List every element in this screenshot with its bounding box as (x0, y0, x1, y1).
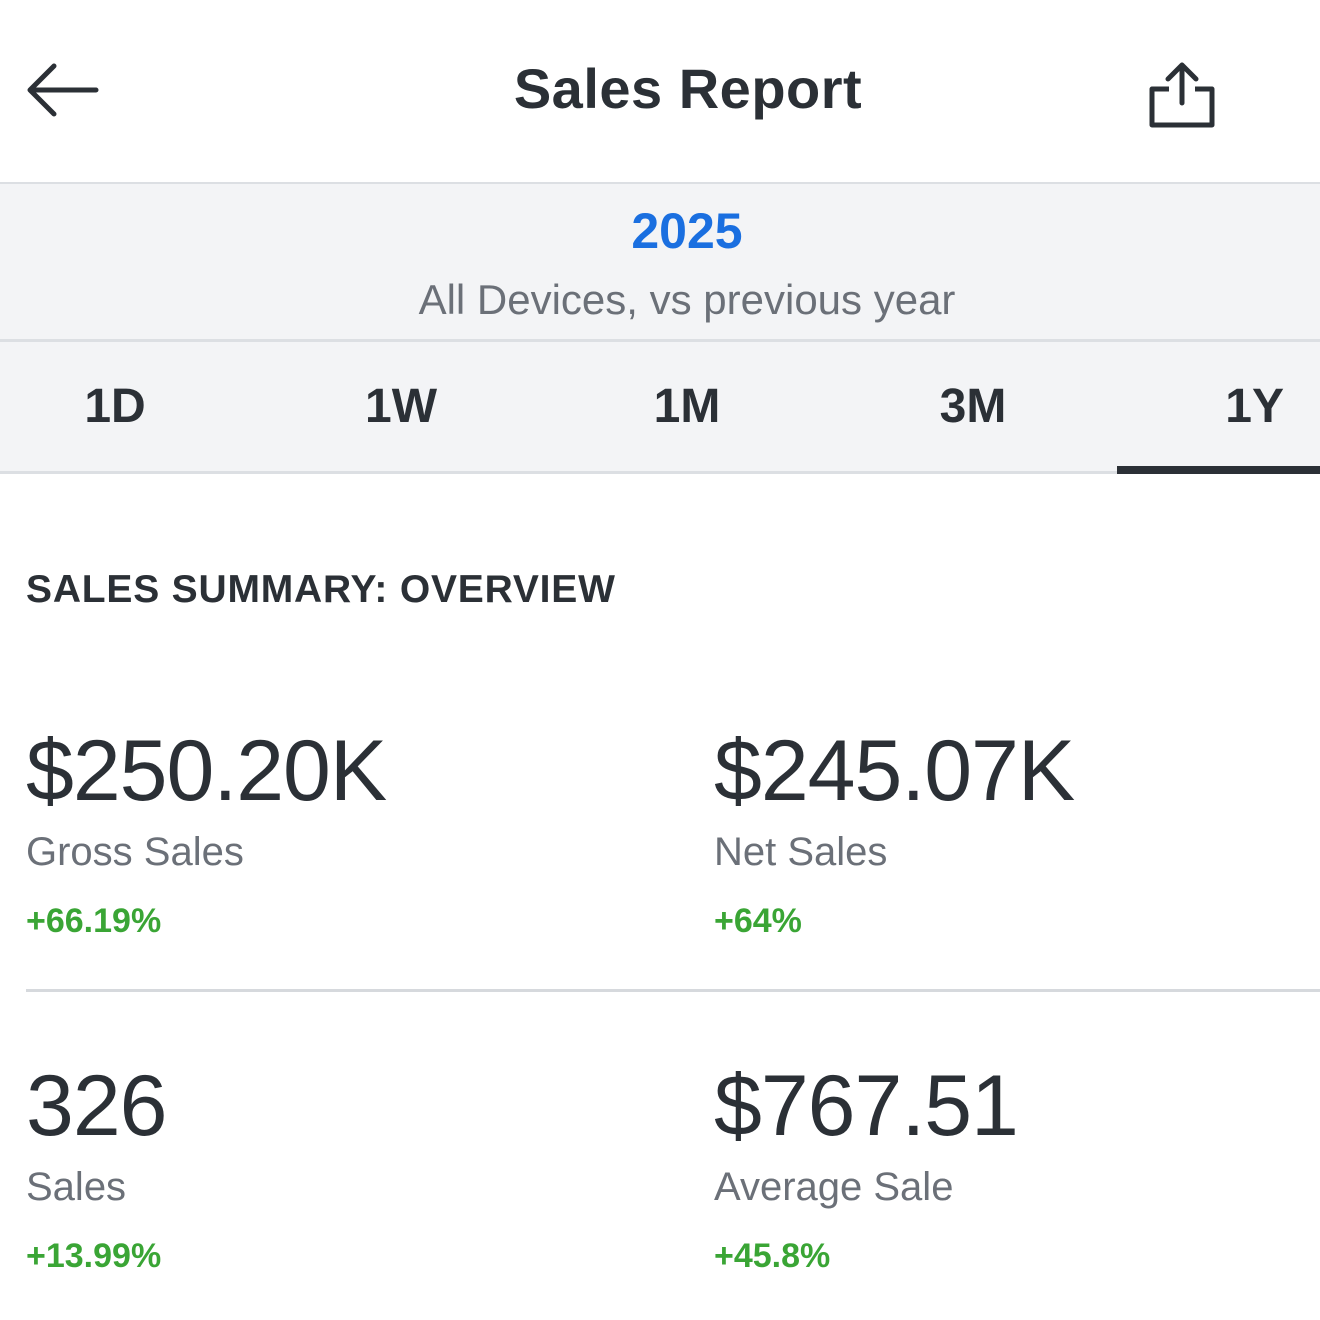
period-year[interactable]: 2025 (631, 203, 743, 259)
metric-change: +66.19% (26, 902, 162, 940)
tab-3m[interactable]: 3M (939, 380, 1007, 433)
metric-change: +45.8% (714, 1237, 831, 1275)
metric-value: $245.07K (714, 723, 1075, 819)
tab-1d[interactable]: 1D (84, 380, 146, 433)
metric-sales-count[interactable]: 326 Sales +13.99% (26, 1063, 167, 1273)
period-description: All Devices, vs previous year (418, 276, 956, 323)
divider (26, 989, 1320, 992)
share-button[interactable] (1138, 52, 1226, 136)
metric-value: $767.51 (714, 1058, 1019, 1154)
metric-change: +64% (714, 902, 802, 940)
metric-label: Average Sale (714, 1165, 954, 1209)
metric-value: 326 (26, 1058, 167, 1154)
metric-gross-sales[interactable]: $250.20K Gross Sales +66.19% (26, 723, 387, 940)
back-button[interactable] (20, 52, 104, 128)
metric-label: Net Sales (714, 830, 888, 874)
header: Sales Report (0, 0, 1320, 182)
arrow-left-icon (27, 63, 99, 117)
metric-value: $250.20K (26, 723, 387, 819)
section-title: SALES SUMMARY: OVERVIEW (26, 568, 616, 611)
tab-1w[interactable]: 1W (365, 380, 437, 433)
tab-1m[interactable]: 1M (653, 380, 721, 433)
period-banner[interactable]: 2025 All Devices, vs previous year (0, 182, 1320, 339)
share-icon (1149, 62, 1215, 128)
metric-average-sale[interactable]: $767.51 Average Sale +45.8% (714, 1058, 1019, 1275)
tab-1y[interactable]: 1Y (1117, 342, 1320, 474)
metric-net-sales[interactable]: $245.07K Net Sales +64% (714, 723, 1075, 940)
page-title: Sales Report (513, 57, 863, 120)
metric-label: Sales (26, 1165, 127, 1209)
time-range-tabs: 1D 1W 1M 3M 1Y (0, 339, 1320, 474)
metric-change: +13.99% (26, 1237, 162, 1275)
metric-label: Gross Sales (26, 830, 244, 874)
